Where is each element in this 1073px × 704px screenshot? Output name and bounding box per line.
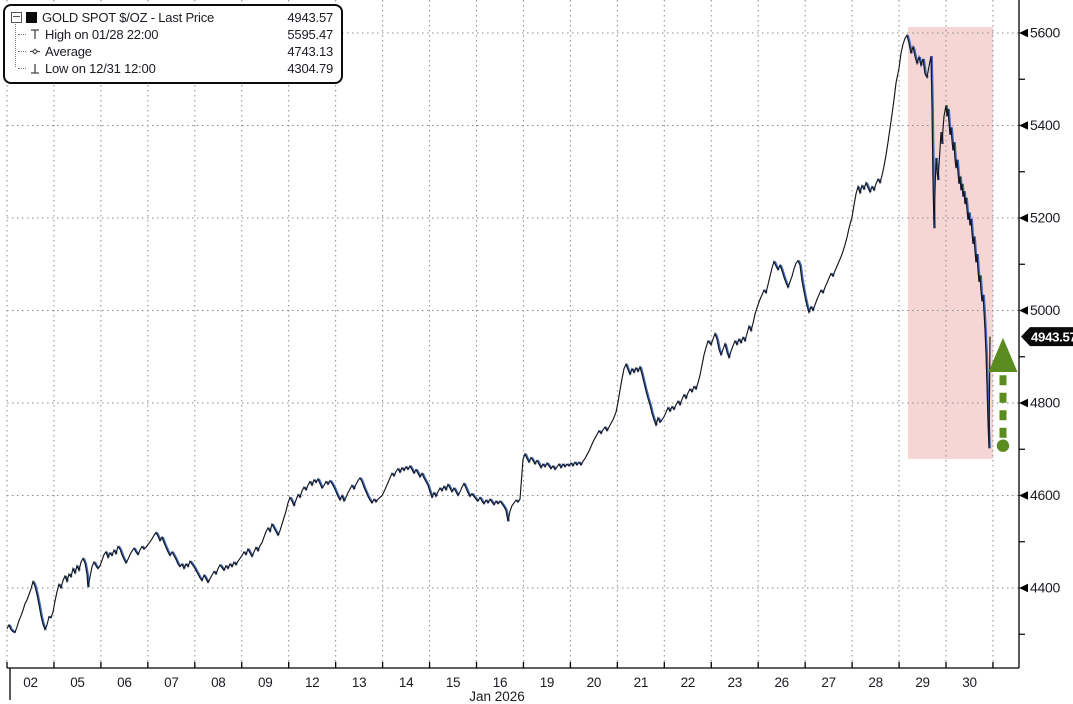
x-tick-label: 27 (821, 675, 835, 690)
x-tick-label: 30 (962, 675, 976, 690)
x-tick-label: 29 (915, 675, 929, 690)
y-tick-arrow-icon (1019, 491, 1028, 500)
x-tick-label: 21 (634, 675, 648, 690)
x-tick-label: 19 (540, 675, 554, 690)
low-label: Low on 12/31 12:00 (45, 61, 156, 76)
x-tick-label: 28 (868, 675, 882, 690)
y-tick-arrow-icon (1019, 213, 1028, 223)
x-tick-label: 07 (164, 675, 178, 690)
x-tick-label: 08 (211, 675, 225, 690)
legend-row-last-price: GOLD SPOT $/OZ - Last Price 4943.57 (11, 9, 333, 26)
high-value: 5595.47 (287, 27, 333, 42)
x-tick-label: 16 (493, 675, 507, 690)
y-tick-label: 5200 (1030, 210, 1060, 226)
x-tick-label: 12 (305, 675, 319, 690)
legend-row-average: Average 4743.13 (11, 43, 333, 60)
y-tick-label: 5400 (1030, 117, 1060, 133)
x-tick-label: 23 (728, 675, 742, 690)
green-up-arrow (988, 337, 1018, 452)
y-tick-arrow-icon (1019, 398, 1028, 408)
y-axis: 5600 5400 5200 5000 4800 4600 4400 (1019, 25, 1061, 635)
legend-row-low: Low on 12/31 12:00 4304.79 (11, 60, 333, 77)
high-marker-icon (31, 29, 39, 39)
y-tick-label: 5600 (1030, 25, 1060, 41)
tree-collapse-icon[interactable] (11, 12, 22, 23)
y-tick-arrow-icon (1019, 121, 1028, 130)
y-tick-label: 4400 (1030, 580, 1060, 596)
tree-branch-icon (18, 68, 26, 69)
y-tick-label: 5000 (1030, 302, 1060, 318)
average-value: 4743.13 (287, 44, 333, 59)
pink-highlight-region (908, 26, 993, 459)
x-tick-label: 13 (352, 675, 366, 690)
tree-branch-icon (18, 34, 26, 35)
x-tick-label: 22 (681, 675, 695, 690)
low-value: 4304.79 (287, 61, 333, 76)
series-color-swatch-icon (26, 12, 37, 23)
x-tick-label: 09 (258, 675, 272, 690)
x-tick-label: 06 (117, 675, 131, 690)
y-tick-arrow-icon (1019, 28, 1028, 38)
x-tick-label: 20 (587, 675, 601, 690)
average-marker-icon (30, 48, 40, 55)
series-label: GOLD SPOT $/OZ - Last Price (42, 10, 215, 25)
x-axis: 02 05 06 07 08 09 12 13 14 15 16 19 20 21 22 23 26 27 28 29… (23, 675, 977, 704)
high-label: High on 01/28 22:00 (45, 27, 159, 42)
tree-branch-icon (18, 51, 26, 52)
x-tick-label: 26 (774, 675, 788, 690)
price-line (6, 33, 991, 634)
x-tick-label: 15 (446, 675, 460, 690)
x-tick-label: 02 (23, 675, 37, 690)
last-price-tag-label: 4943.57 (1031, 329, 1073, 344)
x-tick-label: 05 (70, 675, 84, 690)
axes (6, 0, 1020, 700)
legend-row-high: High on 01/28 22:00 5595.47 (11, 26, 333, 43)
y-tick-label: 4800 (1030, 395, 1060, 411)
y-tick-arrow-icon (1019, 306, 1028, 315)
y-tick-arrow-icon (1019, 583, 1028, 593)
low-marker-icon (31, 64, 39, 74)
legend-tree-connector (15, 24, 16, 67)
x-axis-month-label: Jan 2026 (469, 689, 525, 704)
price-line-blue (8, 35, 991, 634)
y-tick-label: 4600 (1030, 487, 1060, 503)
last-price-value: 4943.57 (287, 10, 333, 25)
legend-box: GOLD SPOT $/OZ - Last Price 4943.57 High… (3, 4, 343, 84)
average-label: Average (45, 44, 92, 59)
gridlines (6, 0, 1019, 668)
x-tick-label: 14 (399, 675, 414, 690)
last-price-tag: 4943.57 (1021, 327, 1073, 347)
